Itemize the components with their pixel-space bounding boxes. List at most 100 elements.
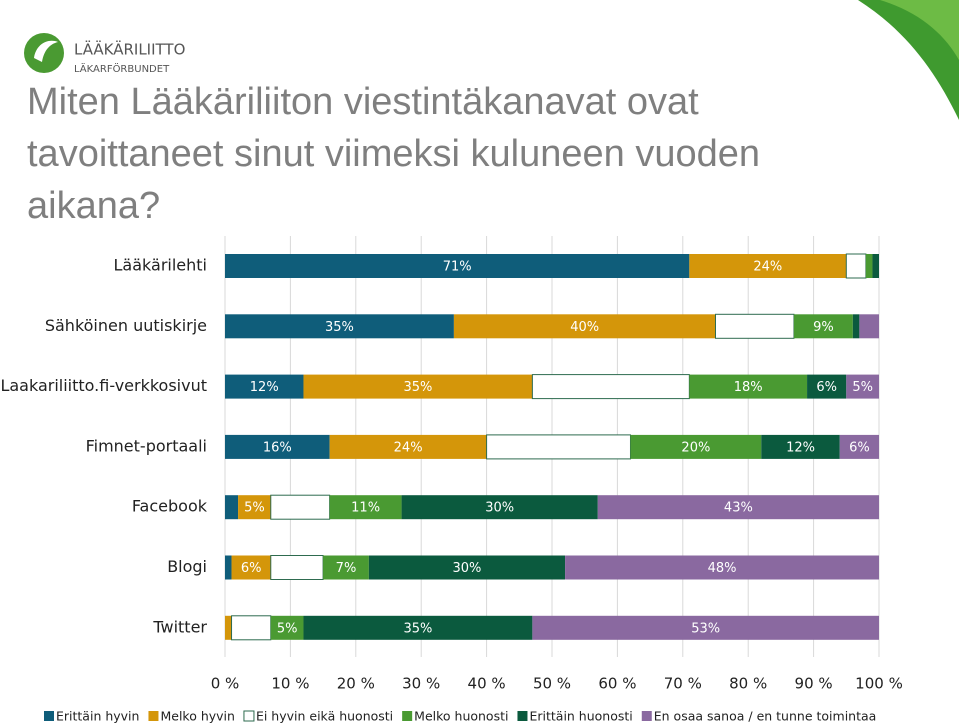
corner-decoration bbox=[880, 0, 959, 60]
legend-swatch bbox=[517, 711, 528, 721]
data-label: 24% bbox=[753, 260, 782, 275]
legend-label: Erittäin huonosti bbox=[529, 709, 632, 724]
bar-segment bbox=[793, 314, 853, 339]
chart-title: Miten Lääkäriliiton viestintäkanavat ova… bbox=[27, 81, 699, 123]
logo-name: LÄÄKÄRILIITTO bbox=[74, 40, 185, 59]
data-label: 35% bbox=[403, 621, 432, 636]
x-tick-label: 20 % bbox=[337, 675, 375, 693]
bar-segment bbox=[807, 374, 847, 399]
bar-segment bbox=[238, 495, 271, 520]
data-label: 5% bbox=[277, 621, 298, 636]
x-tick-label: 50 % bbox=[533, 675, 571, 693]
bar-segment bbox=[846, 374, 879, 399]
data-label: 11% bbox=[351, 501, 380, 516]
data-label: 18% bbox=[734, 380, 763, 395]
bar-segment bbox=[597, 495, 879, 520]
data-label: 30% bbox=[453, 561, 482, 576]
bar-segment bbox=[532, 615, 879, 640]
chart-title: aikana? bbox=[27, 185, 160, 227]
legend-swatch bbox=[148, 711, 159, 721]
bar-segment bbox=[565, 555, 879, 580]
x-tick-label: 40 % bbox=[468, 675, 506, 693]
legend-swatch bbox=[243, 710, 255, 722]
bar-segment bbox=[270, 494, 331, 520]
data-label: 53% bbox=[691, 621, 720, 636]
x-tick-label: 10 % bbox=[271, 675, 309, 693]
logo-mark bbox=[34, 40, 58, 62]
bar-segment bbox=[689, 374, 808, 399]
title: Miten Lääkäriliiton viestintäkanavat ova… bbox=[27, 81, 760, 227]
bar-segment bbox=[270, 555, 324, 580]
bar-segment bbox=[486, 434, 631, 460]
legend-swatch bbox=[641, 711, 652, 721]
x-tick-label: 70 % bbox=[664, 675, 702, 693]
y-tick-label: Sähköinen uutiskirje bbox=[45, 316, 207, 335]
bar-segment bbox=[329, 495, 402, 520]
bar-segment bbox=[225, 615, 232, 640]
bar-segment bbox=[845, 253, 867, 279]
y-tick-label: Laakariliitto.fi-verkkosivut bbox=[0, 376, 207, 395]
x-tick-label: 80 % bbox=[729, 675, 767, 693]
bar-segment bbox=[859, 314, 879, 339]
bar-segment bbox=[453, 314, 716, 339]
bar-segment bbox=[872, 254, 879, 278]
y-tick-label: Lääkärilehti bbox=[114, 256, 207, 275]
y-tick-label: Fimnet-portaali bbox=[86, 436, 207, 455]
y-tick-label: Facebook bbox=[132, 497, 208, 516]
bar-segment bbox=[303, 374, 533, 399]
data-label: 7% bbox=[336, 561, 357, 576]
data-label: 6% bbox=[241, 561, 262, 576]
data-label: 12% bbox=[250, 380, 279, 395]
legend-swatch bbox=[44, 711, 54, 721]
data-label: 16% bbox=[263, 440, 292, 455]
x-tick-label: 60 % bbox=[598, 675, 636, 693]
bar-segment bbox=[531, 374, 690, 400]
bar-segment bbox=[839, 434, 879, 459]
bar-segment bbox=[231, 555, 271, 580]
bar-segment bbox=[865, 254, 873, 278]
bar-segment bbox=[761, 434, 840, 459]
x-tick-label: 0 % bbox=[211, 675, 240, 693]
bar-segment bbox=[231, 615, 272, 641]
bar-segment bbox=[368, 555, 566, 580]
data-label: 5% bbox=[244, 501, 265, 516]
bar-segment bbox=[225, 495, 239, 520]
bar-segment bbox=[689, 254, 847, 278]
legend-label: Melko huonosti bbox=[414, 709, 508, 724]
data-label: 35% bbox=[403, 380, 432, 395]
legend-label: En osaa sanoa / en tunne toimintaa bbox=[654, 709, 877, 724]
x-tick-label: 30 % bbox=[402, 675, 440, 693]
legend-label: Melko hyvin bbox=[160, 709, 234, 724]
data-label: 35% bbox=[325, 320, 354, 335]
data-label: 6% bbox=[816, 380, 837, 395]
y-tick-label: Blogi bbox=[167, 557, 207, 576]
y-tick-label: Twitter bbox=[152, 617, 207, 636]
data-label: 71% bbox=[443, 260, 472, 275]
bar-segment bbox=[225, 555, 232, 580]
data-label: 24% bbox=[394, 440, 423, 455]
data-label: 48% bbox=[708, 561, 737, 576]
legend-swatch bbox=[402, 711, 413, 721]
bar-segment bbox=[715, 313, 795, 339]
bar-segment bbox=[270, 615, 304, 640]
data-label: 40% bbox=[570, 320, 599, 335]
bar-segment bbox=[225, 434, 330, 459]
chart-title: tavoittaneet sinut viimeksi kuluneen vuo… bbox=[27, 133, 760, 175]
data-label: 20% bbox=[681, 440, 710, 455]
bar-segment bbox=[225, 374, 304, 399]
data-label: 5% bbox=[852, 380, 873, 395]
bar-segment bbox=[329, 434, 487, 459]
data-label: 6% bbox=[849, 440, 870, 455]
bar-segment bbox=[225, 254, 690, 278]
bar-segment bbox=[852, 314, 860, 339]
bar-segment bbox=[225, 314, 454, 339]
x-tick-label: 90 % bbox=[795, 675, 833, 693]
data-label: 43% bbox=[724, 501, 753, 516]
data-label: 9% bbox=[813, 320, 834, 335]
data-label: 12% bbox=[786, 440, 815, 455]
legend-label: Ei hyvin eikä huonosti bbox=[256, 709, 393, 724]
logo-subname: LÄKARFÖRBUNDET bbox=[74, 62, 170, 75]
bar-segment bbox=[630, 434, 762, 459]
